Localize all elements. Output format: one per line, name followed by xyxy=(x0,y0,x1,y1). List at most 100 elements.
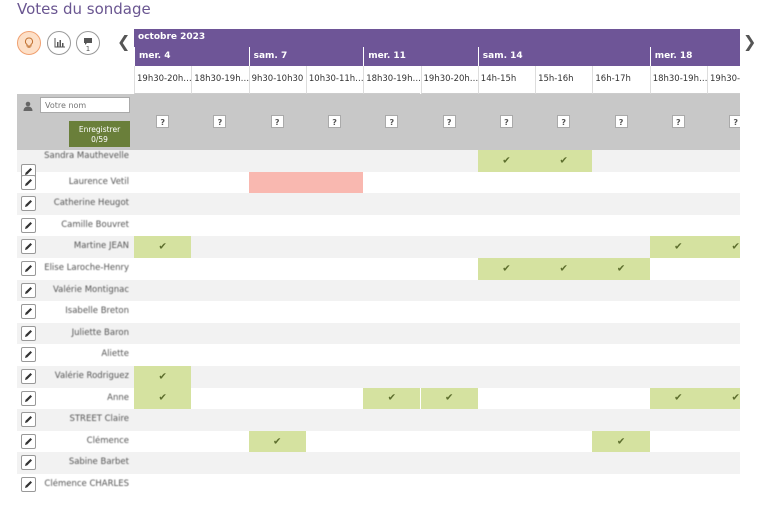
voter-name: Juliette Baron xyxy=(71,327,129,338)
edit-button[interactable] xyxy=(21,433,36,449)
check-icon: ✔ xyxy=(731,392,740,404)
check-icon: ✔ xyxy=(502,155,511,167)
pencil-icon xyxy=(25,308,32,316)
edit-button[interactable] xyxy=(21,369,36,384)
voter-row: Sabine Barbet xyxy=(17,452,740,474)
voter-name: Elise Laroche-Henry xyxy=(44,263,129,273)
day-header: sam. 7 xyxy=(248,47,364,66)
edit-button[interactable] xyxy=(21,196,36,212)
check-icon: ✔ xyxy=(674,392,683,404)
voter-name: Martine JEAN xyxy=(73,241,129,252)
check-icon: ✔ xyxy=(559,155,568,167)
vote-yes-cell: ✔ xyxy=(535,258,593,280)
edit-button[interactable] xyxy=(21,239,36,255)
voter-name: STREET Claire xyxy=(69,414,129,425)
voter-row: Anne ✔ ✔ ✔ ✔ ✔ xyxy=(17,387,765,410)
edit-button[interactable] xyxy=(21,477,36,492)
pencil-icon xyxy=(25,416,32,424)
day-label: sam. 14 xyxy=(482,51,523,61)
name-input[interactable] xyxy=(40,97,130,113)
edit-button[interactable] xyxy=(21,412,36,428)
vote-yes-cell: ✔ xyxy=(477,150,536,172)
vote-no-cell xyxy=(305,171,364,194)
voter-name: Isabelle Breton xyxy=(65,306,129,317)
vote-choice-button[interactable]: ? xyxy=(614,115,628,128)
slot-header: 15h-16h xyxy=(535,66,593,94)
voter-row: Clémence CHARLES xyxy=(17,474,740,496)
voter-row: Valérie Montignac xyxy=(17,279,740,302)
edit-button[interactable] xyxy=(21,347,36,363)
vote-choice-button[interactable]: ? xyxy=(442,115,456,128)
edit-button[interactable] xyxy=(21,217,36,233)
check-icon: ✔ xyxy=(158,392,167,404)
voter-name: Valérie Montignac xyxy=(52,284,129,295)
check-icon: ✔ xyxy=(444,392,454,404)
edit-button[interactable] xyxy=(21,174,36,190)
save-label: Enregistrer xyxy=(78,125,121,134)
slot-header: 19h30-20h… xyxy=(134,66,192,94)
scroll-left-icon[interactable]: ❮ xyxy=(117,32,131,51)
voter-name: Anne xyxy=(107,392,129,403)
check-icon: ✔ xyxy=(674,241,683,253)
slot-label: 9h30-10h30 xyxy=(251,74,304,84)
vote-choice-button[interactable]: ? xyxy=(156,115,170,128)
pencil-icon xyxy=(25,243,32,251)
check-icon: ✔ xyxy=(731,241,740,253)
chart-view-button[interactable] xyxy=(47,31,71,55)
right-scroll-area: ❯ xyxy=(740,0,768,513)
voter-row: Juliette Baron xyxy=(17,322,740,345)
edit-button[interactable] xyxy=(21,390,36,406)
slot-label: 19h30-20h… xyxy=(423,74,478,84)
pencil-icon xyxy=(25,373,32,380)
pencil-icon xyxy=(25,481,32,488)
comments-view-button[interactable]: 1 xyxy=(76,31,100,55)
vote-yes-cell: ✔ xyxy=(649,236,707,258)
vote-choice-button[interactable]: ? xyxy=(499,115,513,128)
save-button[interactable]: Enregistrer 0/59 xyxy=(69,121,130,147)
comments-count: 1 xyxy=(85,45,91,53)
idea-view-button[interactable] xyxy=(17,31,41,55)
pencil-icon xyxy=(25,168,32,175)
voter-name: Clémence CHARLES xyxy=(44,479,129,489)
day-header: mer. 11 xyxy=(363,47,478,66)
check-icon: ✔ xyxy=(616,436,626,448)
slot-header: 18h30-19h… xyxy=(649,66,707,94)
edit-button[interactable] xyxy=(21,325,36,341)
save-count: 0/59 xyxy=(91,135,108,144)
pencil-icon xyxy=(25,437,32,445)
voter-name: Sabine Barbet xyxy=(68,457,129,468)
vote-choice-button[interactable]: ? xyxy=(213,115,227,128)
voter-row: Camille Bouvret xyxy=(17,215,740,237)
edit-button[interactable] xyxy=(21,304,36,320)
slot-header: 18h30-19h… xyxy=(363,66,421,94)
pencil-icon xyxy=(25,394,32,402)
edit-button[interactable] xyxy=(21,282,36,298)
vote-yes-cell: ✔ xyxy=(248,430,306,453)
pencil-icon xyxy=(25,286,32,294)
month-header xyxy=(134,29,740,47)
month-label: octobre 2023 xyxy=(138,32,206,42)
slot-label: 10h30-11h… xyxy=(308,74,364,84)
comment-icon xyxy=(84,37,92,45)
scroll-right-icon[interactable]: ❯ xyxy=(743,32,757,51)
voter-row: Valérie Rodriguez ✔ xyxy=(17,366,740,388)
voter-name: Clémence xyxy=(86,435,129,446)
slot-header: 9h30-10h30 xyxy=(248,66,306,94)
voter-row: STREET Claire xyxy=(17,409,740,431)
edit-button[interactable] xyxy=(21,455,36,471)
vote-choice-button[interactable]: ? xyxy=(385,115,399,128)
day-header: mer. 18 xyxy=(649,47,765,66)
vote-choice-button[interactable]: ? xyxy=(328,115,342,128)
vote-choice-button[interactable]: ? xyxy=(557,115,571,128)
slot-header: 14h-15h xyxy=(477,66,536,94)
vote-choice-button[interactable]: ? xyxy=(270,115,284,128)
check-icon: ✔ xyxy=(387,392,397,404)
slot-label: 18h30-19h… xyxy=(194,74,249,84)
user-icon xyxy=(23,101,33,111)
voter-row: Isabelle Breton xyxy=(17,301,740,323)
voter-row: Clémence ✔ ✔ xyxy=(17,430,740,453)
vote-choice-button[interactable]: ? xyxy=(671,115,685,128)
edit-button[interactable] xyxy=(21,261,36,276)
slot-header: 10h30-11h… xyxy=(305,66,364,94)
voter-row: Catherine Heugot xyxy=(17,193,740,215)
